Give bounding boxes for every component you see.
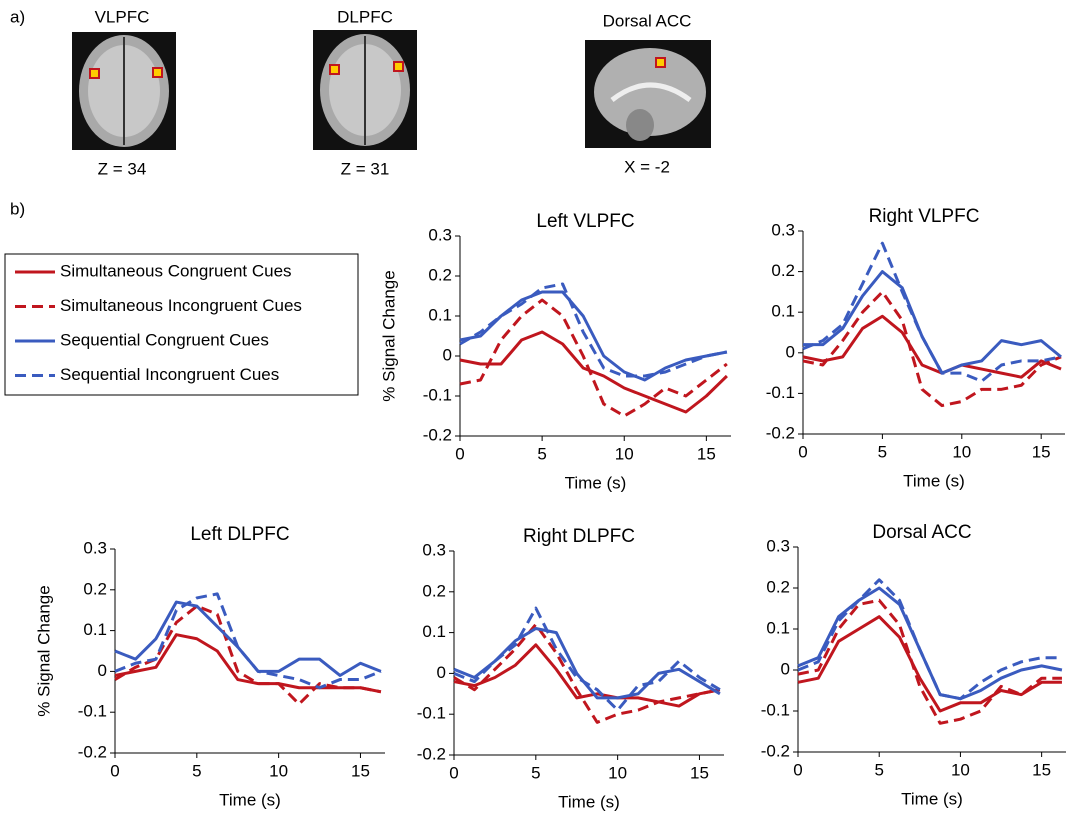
image-title: Dorsal ACC [603, 11, 692, 30]
y-axis-label: % Signal Change [34, 585, 53, 716]
legend-label: Simultaneous Incongruent Cues [60, 296, 302, 315]
legend-box [4, 253, 359, 396]
y-tick-label: 0.2 [422, 581, 446, 600]
series-line [802, 314, 1062, 379]
image-title: VLPFC [95, 7, 150, 26]
legend-label: Simultaneous Congruent Cues [60, 261, 292, 280]
panel-label: b) [10, 199, 25, 218]
image-coordinate: X = -2 [624, 157, 670, 176]
x-tick-label: 5 [537, 444, 546, 463]
series-line [453, 606, 721, 712]
x-tick-label: 5 [874, 760, 883, 779]
brain-image [585, 40, 711, 148]
y-tick-label: 0.2 [83, 579, 107, 598]
series-line [459, 282, 728, 378]
x-axis-label: Time (s) [903, 471, 965, 490]
series-line [802, 290, 1062, 408]
series-line [114, 604, 382, 706]
legend-label: Sequential Congruent Cues [60, 330, 269, 349]
y-tick-label: 0 [98, 661, 107, 680]
y-tick-label: -0.1 [761, 700, 790, 719]
series-line [459, 298, 728, 418]
y-tick-label: -0.2 [78, 742, 107, 761]
series-line [453, 643, 721, 708]
x-axis-label: Time (s) [901, 789, 963, 808]
panel-label: a) [10, 7, 25, 26]
series-line [797, 615, 1062, 713]
x-tick-label: 0 [110, 761, 119, 780]
series-line [459, 330, 728, 414]
series-line [797, 598, 1062, 725]
series-line [797, 578, 1062, 701]
y-tick-label: -0.1 [78, 702, 107, 721]
series-line [453, 622, 721, 724]
x-tick-label: 10 [615, 444, 634, 463]
y-tick-label: 0 [443, 345, 452, 364]
x-tick-label: 15 [1032, 760, 1051, 779]
x-axis-label: Time (s) [558, 792, 620, 811]
series-line [453, 627, 721, 700]
y-tick-label: 0 [437, 663, 446, 682]
y-tick-label: -0.2 [417, 744, 446, 763]
x-tick-label: 15 [1032, 442, 1051, 461]
series-line [797, 586, 1063, 701]
y-tick-label: 0 [781, 659, 790, 678]
brain-image [313, 30, 417, 150]
x-tick-label: 15 [690, 763, 709, 782]
image-title: DLPFC [337, 7, 393, 26]
brain-image [72, 32, 176, 150]
x-tick-label: 10 [951, 760, 970, 779]
series-line [114, 633, 382, 694]
y-tick-label: 0.1 [428, 305, 452, 324]
y-tick-label: 0.1 [766, 618, 790, 637]
x-tick-label: 10 [269, 761, 288, 780]
x-tick-label: 5 [531, 763, 540, 782]
y-tick-label: -0.1 [766, 383, 795, 402]
y-tick-label: -0.2 [761, 741, 790, 760]
chart-title: Left DLPFC [190, 524, 289, 545]
y-tick-label: 0.2 [771, 261, 795, 280]
y-tick-label: 0.3 [771, 220, 795, 239]
x-tick-label: 15 [351, 761, 370, 780]
image-coordinate: Z = 31 [341, 159, 390, 178]
x-tick-label: 0 [793, 760, 802, 779]
x-tick-label: 10 [952, 442, 971, 461]
y-tick-label: 0.2 [766, 577, 790, 596]
x-tick-label: 10 [608, 763, 627, 782]
y-tick-label: 0.1 [83, 620, 107, 639]
chart-title: Dorsal ACC [872, 522, 971, 543]
y-tick-label: 0.3 [422, 540, 446, 559]
y-tick-label: -0.2 [423, 425, 452, 444]
x-axis-label: Time (s) [565, 473, 627, 492]
series-line [114, 592, 382, 690]
series-line [114, 600, 382, 677]
x-tick-label: 0 [798, 442, 807, 461]
y-tick-label: 0.3 [766, 536, 790, 555]
y-tick-label: 0.3 [428, 225, 452, 244]
y-axis-label: % Signal Change [379, 270, 398, 401]
y-tick-label: 0.2 [428, 265, 452, 284]
image-coordinate: Z = 34 [98, 159, 147, 178]
x-tick-label: 15 [697, 444, 716, 463]
x-tick-label: 5 [192, 761, 201, 780]
y-tick-label: 0.3 [83, 538, 107, 557]
chart-title: Right DLPFC [523, 526, 635, 547]
y-tick-label: 0.1 [422, 622, 446, 641]
series-line [459, 290, 728, 382]
x-axis-label: Time (s) [219, 790, 281, 809]
y-tick-label: -0.1 [417, 704, 446, 723]
x-tick-label: 0 [449, 763, 458, 782]
series-line [802, 241, 1062, 383]
chart-title: Left VLPFC [536, 211, 634, 232]
y-tick-label: -0.1 [423, 385, 452, 404]
y-tick-label: 0 [786, 342, 795, 361]
legend-label: Sequential Incongruent Cues [60, 365, 279, 384]
y-tick-label: 0.1 [771, 302, 795, 321]
x-tick-label: 5 [878, 442, 887, 461]
chart-title: Right VLPFC [869, 206, 980, 227]
x-tick-label: 0 [455, 444, 464, 463]
y-tick-label: -0.2 [766, 423, 795, 442]
